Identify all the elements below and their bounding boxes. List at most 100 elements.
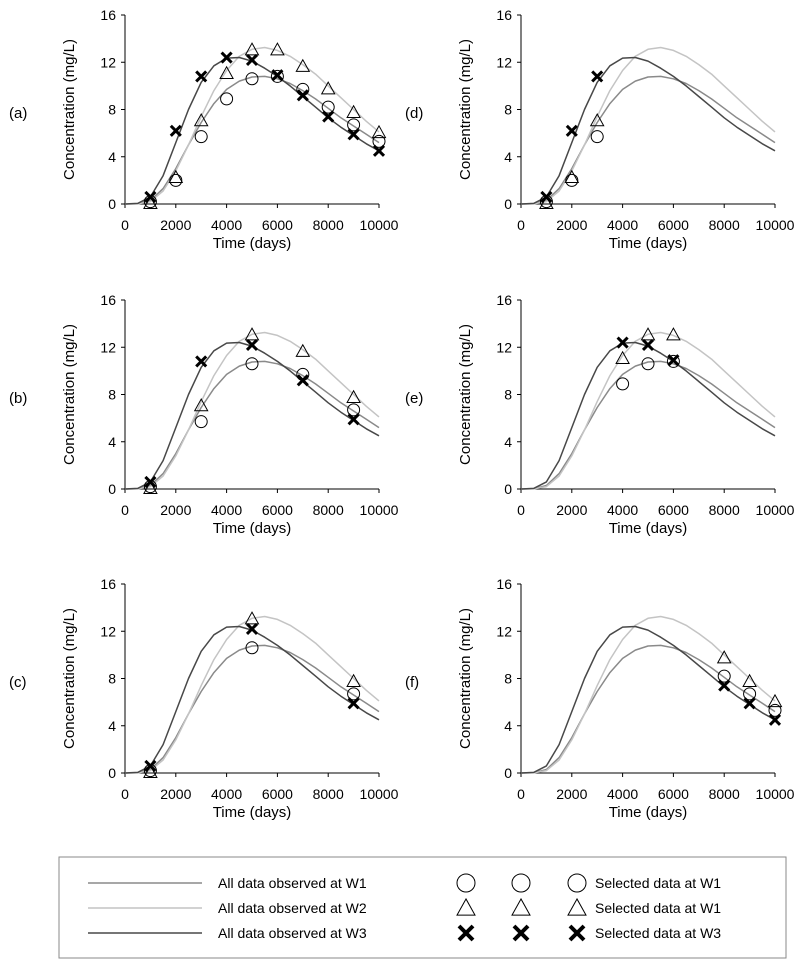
marker-w3-cross xyxy=(144,475,157,488)
marker-w1-circle xyxy=(245,72,259,86)
y-tick-label: 12 xyxy=(100,623,116,639)
y-tick-label: 4 xyxy=(108,434,116,450)
x-tick-label: 2000 xyxy=(160,502,191,518)
y-axis-label: Concentration (mg/L) xyxy=(457,608,474,749)
x-tick-label: 8000 xyxy=(313,217,344,233)
marker-w2-triangle xyxy=(320,81,336,95)
y-tick-label: 8 xyxy=(108,671,116,687)
legend-selected-label: Selected data at W3 xyxy=(595,925,721,941)
legend-cross-marker xyxy=(512,924,530,942)
x-axis-label: Time (days) xyxy=(213,235,292,252)
x-tick-label: 4000 xyxy=(607,217,638,233)
marker-w2-triangle xyxy=(244,327,260,341)
marker-w2-triangle xyxy=(193,398,209,412)
panel-a: 0 4 8 12 16 0 2000 4000 6000 8000 10000 Time (days)… xyxy=(9,7,399,252)
y-tick-label: 16 xyxy=(100,576,116,592)
curve-w1 xyxy=(520,360,776,490)
marker-w2-triangle xyxy=(615,350,630,365)
x-tick-label: 6000 xyxy=(262,502,293,518)
x-tick-label: 2000 xyxy=(556,217,587,233)
curve-w1 xyxy=(124,644,380,774)
legend-selected-label: Selected data at W1 xyxy=(595,875,721,891)
marker-w1-circle xyxy=(616,377,630,391)
y-tick-label: 4 xyxy=(108,718,116,734)
y-tick-label: 8 xyxy=(108,102,116,118)
marker-w1-circle xyxy=(743,687,757,701)
marker-w1-circle xyxy=(666,354,680,368)
panel-d: 0 4 8 12 16 0 2000 4000 6000 8000 10000 Time (days)… xyxy=(405,7,795,252)
marker-w3-cross xyxy=(245,53,259,66)
panel-e: 0 4 8 12 16 0 2000 4000 6000 8000 10000 Time (days)… xyxy=(405,292,795,537)
curve-w2 xyxy=(124,331,380,490)
y-tick-label: 12 xyxy=(496,623,512,639)
marker-w3-cross xyxy=(768,713,782,726)
legend-circle-marker xyxy=(456,873,476,893)
marker-w2-triangle xyxy=(168,169,184,183)
y-tick-label: 8 xyxy=(504,387,512,403)
y-tick-label: 12 xyxy=(496,339,512,355)
y-tick-label: 8 xyxy=(108,387,116,403)
x-tick-label: 0 xyxy=(517,786,525,802)
marker-w2-triangle xyxy=(346,673,361,687)
curve-w3 xyxy=(124,56,380,205)
curve-w3 xyxy=(124,341,380,490)
marker-w2-triangle xyxy=(371,124,387,139)
legend-box xyxy=(58,856,787,959)
y-tick-label: 0 xyxy=(504,196,512,212)
x-tick-label: 2000 xyxy=(556,502,587,518)
legend-selected-label: Selected data at W1 xyxy=(595,900,721,916)
marker-w2-triangle xyxy=(767,693,783,708)
marker-w1-circle xyxy=(245,641,259,655)
x-axis-label: Time (days) xyxy=(609,520,688,537)
x-tick-label: 6000 xyxy=(658,786,689,802)
marker-w3-cross xyxy=(565,124,578,137)
marker-w1-circle xyxy=(717,669,731,683)
legend-cross-marker xyxy=(568,924,586,942)
marker-w3-cross xyxy=(169,124,182,137)
x-tick-label: 10000 xyxy=(756,217,795,233)
marker-w1-circle xyxy=(194,130,208,144)
y-tick-label: 12 xyxy=(100,339,116,355)
x-tick-label: 8000 xyxy=(709,502,740,518)
marker-w2-triangle xyxy=(244,42,260,56)
x-tick-label: 4000 xyxy=(607,786,638,802)
marker-w3-cross xyxy=(144,190,157,203)
panel-label: (b) xyxy=(9,390,27,407)
marker-w3-cross xyxy=(296,89,309,102)
legend-circle-marker xyxy=(511,873,531,893)
marker-w2-triangle xyxy=(244,611,260,625)
x-axis-label: Time (days) xyxy=(213,520,292,537)
x-axis-label: Time (days) xyxy=(213,804,292,821)
y-tick-label: 4 xyxy=(504,149,512,165)
marker-w2-triangle xyxy=(219,65,234,80)
x-tick-label: 4000 xyxy=(211,786,242,802)
x-tick-label: 10000 xyxy=(360,502,399,518)
marker-w1-circle xyxy=(347,118,361,132)
legend-triangle-marker xyxy=(456,897,476,916)
marker-w2-triangle xyxy=(346,389,361,403)
x-tick-label: 6000 xyxy=(658,502,689,518)
legend-triangle-marker xyxy=(511,897,531,916)
marker-w2-triangle xyxy=(143,480,158,494)
y-tick-label: 16 xyxy=(100,292,116,308)
y-tick-label: 12 xyxy=(100,54,116,70)
x-tick-label: 2000 xyxy=(160,217,191,233)
legend-circle-marker xyxy=(567,873,587,893)
x-axis-label: Time (days) xyxy=(609,804,688,821)
panel-label: (c) xyxy=(9,674,27,691)
curve-w1 xyxy=(124,360,380,490)
x-tick-label: 10000 xyxy=(360,786,399,802)
y-tick-label: 0 xyxy=(108,196,116,212)
marker-w3-cross xyxy=(718,679,731,692)
marker-w2-triangle xyxy=(640,327,656,341)
marker-w2-triangle xyxy=(295,58,311,72)
curve-w2 xyxy=(520,615,776,774)
marker-w3-cross xyxy=(245,338,259,351)
legend-triangle-marker xyxy=(567,897,587,916)
x-tick-label: 4000 xyxy=(607,502,638,518)
marker-w1-circle xyxy=(768,703,782,717)
y-axis-label: Concentration (mg/L) xyxy=(61,324,78,465)
x-tick-label: 8000 xyxy=(709,217,740,233)
